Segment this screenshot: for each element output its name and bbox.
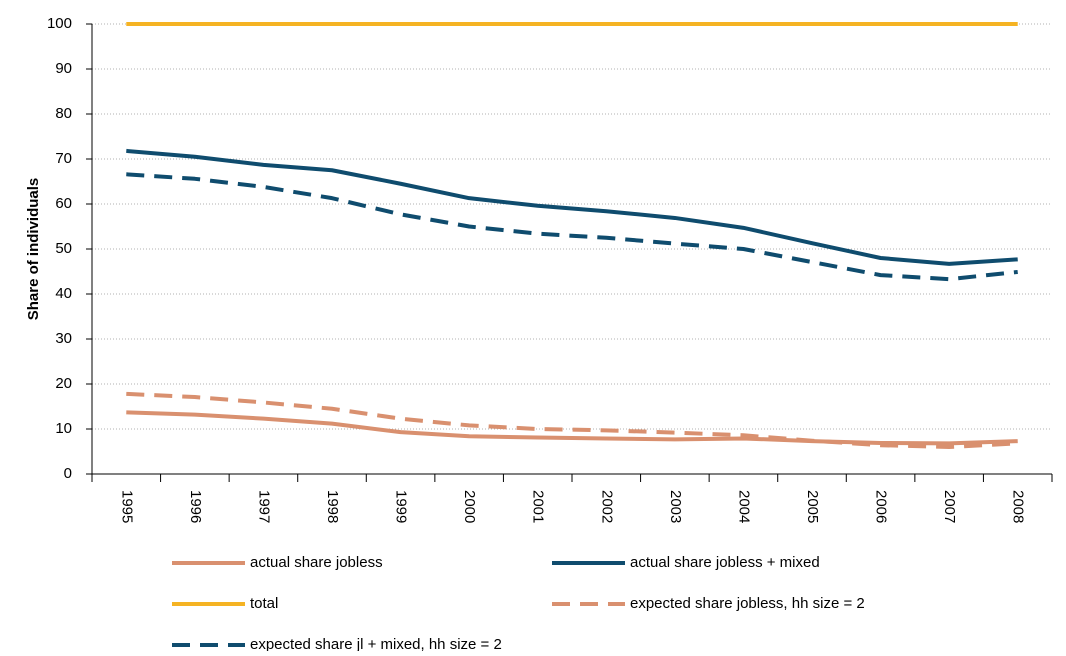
series-line bbox=[126, 391, 1018, 449]
x-tick-label: 1996 bbox=[187, 490, 204, 523]
x-tick-label: 1998 bbox=[324, 490, 341, 523]
x-tick-label: 1999 bbox=[393, 490, 410, 523]
legend-label: expected share jl + mixed, hh size = 2 bbox=[250, 636, 502, 651]
series-line bbox=[126, 148, 1018, 266]
x-tick-label: 2001 bbox=[530, 490, 547, 523]
x-tick-label: 1995 bbox=[118, 490, 135, 523]
series-line bbox=[126, 410, 1018, 446]
y-tick-label: 90 bbox=[55, 60, 72, 77]
legend-label: total bbox=[250, 595, 278, 612]
y-axis-label: Share of individuals bbox=[25, 178, 42, 321]
y-tick-label: 30 bbox=[55, 330, 72, 347]
y-tick-label: 0 bbox=[64, 465, 72, 482]
x-tick-label: 2003 bbox=[667, 490, 684, 523]
y-tick-label: 20 bbox=[55, 375, 72, 392]
y-tick-label: 50 bbox=[55, 240, 72, 257]
x-tick-label: 2005 bbox=[804, 490, 821, 523]
x-tick-label: 2008 bbox=[1010, 490, 1027, 523]
x-tick-label: 2006 bbox=[873, 490, 890, 523]
y-tick-label: 100 bbox=[47, 15, 72, 32]
y-tick-label: 80 bbox=[55, 105, 72, 122]
legend-label: actual share jobless bbox=[250, 554, 383, 571]
x-tick-label: 2002 bbox=[598, 490, 615, 523]
x-tick-label: 2007 bbox=[941, 490, 958, 523]
x-tick-label: 2004 bbox=[735, 490, 752, 523]
x-tick-label: 1997 bbox=[255, 490, 272, 523]
legend-label: expected share jobless, hh size = 2 bbox=[630, 595, 865, 612]
y-tick-label: 10 bbox=[55, 420, 72, 437]
y-tick-label: 70 bbox=[55, 150, 72, 167]
x-tick-label: 2000 bbox=[461, 490, 478, 523]
legend-label: actual share jobless + mixed bbox=[630, 554, 820, 571]
series-line bbox=[126, 172, 1018, 282]
y-tick-label: 40 bbox=[55, 285, 72, 302]
y-tick-label: 60 bbox=[55, 195, 72, 212]
